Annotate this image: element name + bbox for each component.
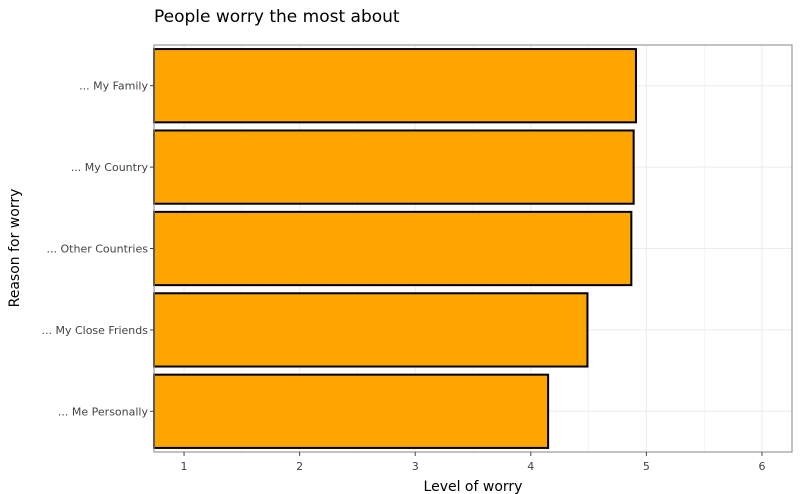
- bar: [153, 292, 589, 368]
- y-tick-label: ... Me Personally: [58, 405, 149, 418]
- y-tick-label: ... My Close Friends: [41, 324, 148, 337]
- y-tick-label: ... My Country: [71, 161, 149, 174]
- x-tick-label: 2: [296, 460, 303, 473]
- x-tick-label: 6: [758, 460, 765, 473]
- y-axis-title: Reason for worry: [7, 189, 23, 308]
- y-tick-label: ... My Family: [79, 80, 148, 93]
- y-axis-ticks: ... My Family ... My Country ... Other Cou…: [41, 80, 154, 418]
- bar: [153, 210, 633, 287]
- x-tick-label: 3: [412, 460, 419, 473]
- x-axis-ticks: 1 2 3 4 5 6: [181, 452, 765, 473]
- y-tick-label: ... Other Countries: [47, 243, 149, 256]
- x-tick-label: 4: [527, 460, 534, 473]
- bar: [153, 48, 637, 124]
- bar: [153, 129, 635, 205]
- x-axis-title: Level of worry: [424, 479, 523, 494]
- x-tick-label: 5: [643, 460, 650, 473]
- bar: [153, 373, 550, 449]
- chart-title: People worry the most about: [154, 7, 400, 27]
- x-tick-label: 1: [181, 460, 188, 473]
- bars: [153, 48, 637, 449]
